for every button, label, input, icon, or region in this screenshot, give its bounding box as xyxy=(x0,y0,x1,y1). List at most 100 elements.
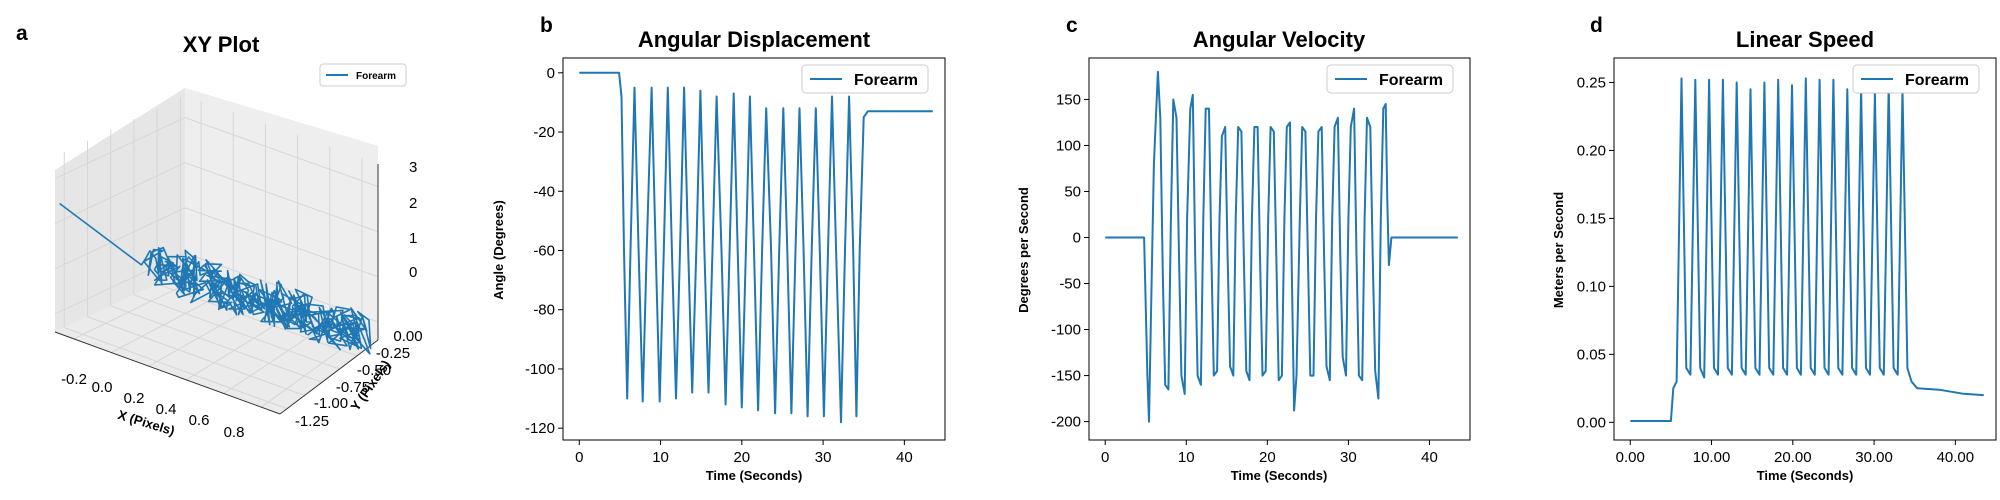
x-tick-label: 0.2 xyxy=(124,390,145,407)
y-tick-label: 0 xyxy=(1073,229,1081,246)
grid-line xyxy=(148,299,266,367)
x-tick-label: 30 xyxy=(815,449,832,466)
y-tick-label: 0.25 xyxy=(1577,74,1606,91)
series-line-forearm xyxy=(1630,77,1984,422)
y-tick-label: 0 xyxy=(547,65,555,82)
series-line-forearm xyxy=(579,71,933,424)
x-tick-label: 0.0 xyxy=(92,379,113,396)
chart-title: XY Plot xyxy=(183,32,260,57)
y-tick-label: 0.10 xyxy=(1577,278,1606,295)
legend-label: Forearm xyxy=(356,71,396,82)
y-tick-label: 150 xyxy=(1056,91,1081,108)
x-axis-label: Time (Seconds) xyxy=(1757,468,1854,483)
grid-line xyxy=(54,117,186,180)
grid-line xyxy=(184,207,379,278)
y-tick-label: -1.25 xyxy=(295,413,329,430)
x-tick-label: -0.2 xyxy=(61,371,87,388)
x-tick-label: 0 xyxy=(1101,449,1109,466)
legend-label: Forearm xyxy=(1905,72,1969,89)
x-tick-label: 10 xyxy=(652,449,669,466)
y-tick-label: -100 xyxy=(525,361,555,378)
plot-area: 0 10 20 30 40 0 -20 -40 -60 -80 -100 -120 xyxy=(525,57,946,466)
y-axis-line xyxy=(279,339,379,415)
grid-line xyxy=(110,305,323,383)
x-tick-label: 40 xyxy=(1421,449,1438,466)
y-tick-label: -50 xyxy=(1059,276,1081,293)
legend: Forearm xyxy=(1326,64,1454,94)
y-tick-label: -1.00 xyxy=(314,395,348,412)
trajectory-trace xyxy=(59,202,372,355)
y-tick-label: -0.50 xyxy=(357,362,391,379)
legend-label: Forearm xyxy=(1379,72,1443,89)
y-tick-label: 50 xyxy=(1064,183,1081,200)
y-tick-label: -60 xyxy=(533,242,555,259)
chart-title: Linear Speed xyxy=(1736,27,1874,52)
z-tick-label: 2 xyxy=(409,195,417,212)
legend: Forearm xyxy=(801,64,929,94)
panel-a: a XY Plot Forearm X (Pixels) Y (Pixels) … xyxy=(16,22,423,441)
y-tick-label: 0.20 xyxy=(1577,142,1606,159)
plot-area: 0 10 20 30 40 150 100 50 0 -50 -100 -150 -200 xyxy=(1051,57,1471,466)
y-tick-label: -80 xyxy=(533,302,555,319)
x-tick-label: 10 xyxy=(1178,449,1195,466)
y-tick-label: 0.15 xyxy=(1577,210,1606,227)
x-axis-label: Time (Seconds) xyxy=(706,468,803,483)
y-tick-label: -40 xyxy=(533,183,555,200)
y-tick-label: 0.05 xyxy=(1577,346,1606,363)
x-tick-label: 20 xyxy=(733,449,750,466)
z-tick-label: 3 xyxy=(409,159,417,176)
y-tick-label: 100 xyxy=(1056,137,1081,154)
grid-line xyxy=(64,327,288,410)
grid-line xyxy=(54,207,186,270)
x-tick-label: 0.00 xyxy=(1616,449,1645,466)
legend: Forearm xyxy=(319,63,407,87)
x-tick-label: 20 xyxy=(1259,449,1276,466)
legend: Forearm xyxy=(1852,64,1980,94)
y-tick-label: 0.00 xyxy=(1577,414,1606,431)
grid-3d xyxy=(54,97,379,410)
grid-line xyxy=(185,310,298,381)
axes-3d xyxy=(54,164,379,415)
grid-line xyxy=(260,333,363,408)
grid-line xyxy=(184,117,379,188)
grid-line xyxy=(223,322,331,394)
x-axis-line xyxy=(54,331,281,415)
y-axis-label: Angle (Degrees) xyxy=(491,200,506,300)
x-tick-label: 30.00 xyxy=(1855,449,1893,466)
y-tick-label: -120 xyxy=(525,420,555,437)
x-tick-label: 40.00 xyxy=(1937,449,1975,466)
y-tick-label: -200 xyxy=(1051,414,1081,431)
x-tick-label: 10.00 xyxy=(1693,449,1731,466)
y-tick-label: -20 xyxy=(533,124,555,141)
grid-line xyxy=(54,162,186,225)
grid-line xyxy=(87,316,305,396)
x-tick-label: 30 xyxy=(1340,449,1357,466)
panel-letter: b xyxy=(540,14,553,37)
x-tick-label: 0.6 xyxy=(189,412,210,429)
grid-line xyxy=(111,287,234,353)
x-tick-label: 40 xyxy=(896,449,913,466)
pane-floor xyxy=(55,271,378,414)
chart-title: Angular Displacement xyxy=(638,27,871,52)
chart-title: Angular Velocity xyxy=(1193,27,1366,52)
legend-label: Forearm xyxy=(854,72,918,89)
panel-c: c Angular Velocity Time (Seconds) Degree… xyxy=(1016,14,1471,483)
panel-letter: c xyxy=(1066,14,1078,37)
series-line-forearm xyxy=(59,202,372,355)
panel-letter: a xyxy=(16,22,28,45)
x-tick-label: 20.00 xyxy=(1774,449,1812,466)
panel-letter: d xyxy=(1590,14,1603,37)
y-tick-label: -0.75 xyxy=(336,379,370,396)
grid-line xyxy=(184,162,379,233)
z-tick-label: 1 xyxy=(409,230,417,247)
y-tick-label: -150 xyxy=(1051,368,1081,385)
plot-frame xyxy=(1088,57,1471,441)
x-axis-label: Time (Seconds) xyxy=(1231,468,1328,483)
y-tick-label: -0.25 xyxy=(376,345,410,362)
grid-line xyxy=(156,283,358,357)
x-tick-label: 0.8 xyxy=(224,424,245,441)
panel-d: d Linear Speed Time (Seconds) Meters per… xyxy=(1551,14,1997,483)
grid-line xyxy=(133,294,340,370)
y-axis-label: Meters per Second xyxy=(1551,192,1566,308)
